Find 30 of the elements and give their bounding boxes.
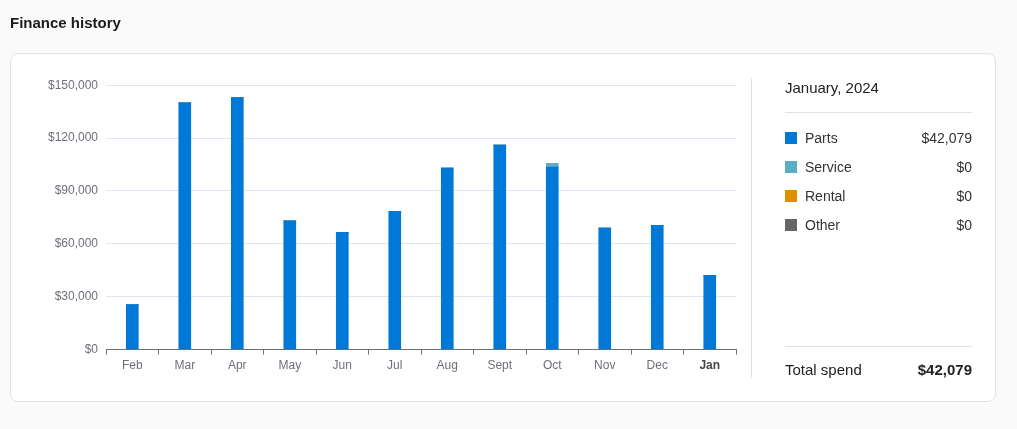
x-tick-label: Jan: [699, 358, 721, 373]
text: $0: [956, 158, 972, 175]
x-tick-label: Jun: [332, 358, 352, 373]
x-tick-label: Aug: [436, 358, 458, 373]
x-tick-label: Sept: [487, 358, 513, 373]
legend-label: Parts: [805, 129, 839, 146]
y-tick-label: $60,000: [54, 236, 99, 251]
text: $0: [956, 187, 972, 204]
y-tick-label: $90,000: [54, 183, 99, 198]
y-tick-label: $150,000: [47, 77, 99, 92]
y-tick-label: $120,000: [47, 130, 99, 145]
y-tick-label: $30,000: [54, 289, 99, 304]
text: $0: [956, 216, 972, 233]
x-tick-label: Feb: [121, 358, 143, 373]
x-tick-label: Jul: [387, 358, 403, 373]
x-tick-label: May: [278, 358, 302, 373]
y-tick-label: $0: [84, 341, 99, 356]
x-tick-label: Apr: [227, 358, 247, 373]
text: $42,079: [921, 129, 972, 146]
x-tick-label: Nov: [594, 358, 616, 373]
text: $42,079: [917, 360, 972, 378]
legend-label: Service: [805, 158, 853, 175]
x-tick-label: Dec: [646, 358, 668, 373]
x-tick-label: Mar: [174, 358, 196, 373]
legend-label: Rental: [805, 187, 847, 204]
legend-label: Other: [805, 216, 841, 233]
x-tick-label: Oct: [542, 358, 563, 373]
chart-title: Finance history: [10, 14, 121, 31]
text: Total spend: [785, 360, 862, 378]
legend-title: January, 2024: [785, 78, 972, 113]
